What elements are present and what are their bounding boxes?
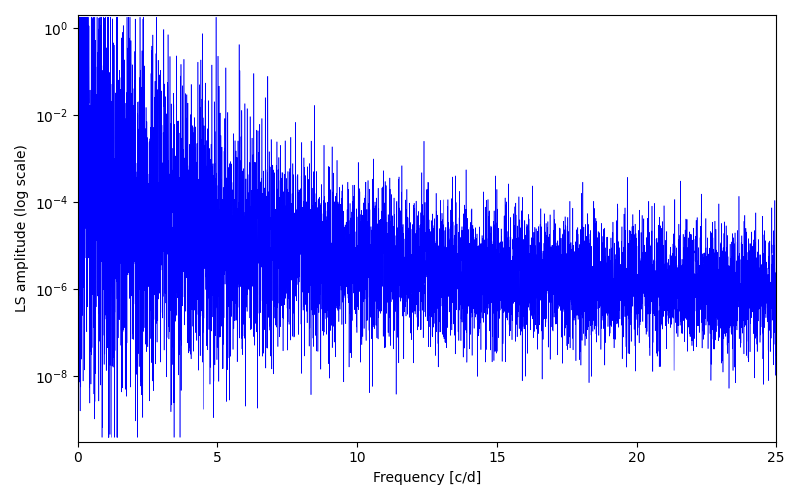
Y-axis label: LS amplitude (log scale): LS amplitude (log scale) xyxy=(15,144,29,312)
X-axis label: Frequency [c/d]: Frequency [c/d] xyxy=(373,471,481,485)
